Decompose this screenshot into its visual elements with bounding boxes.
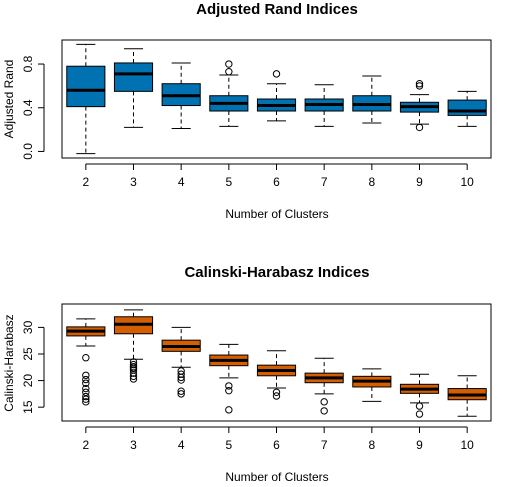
outlier-point [320,407,328,415]
box-8 [352,368,392,402]
chart-title-adjusted-rand: Adjusted Rand Indices [196,1,358,18]
x-tick-label: 4 [178,175,185,189]
x-tick-label: 8 [368,175,375,189]
outlier-point [415,410,424,418]
y-tick-label: 15 [21,400,35,414]
chart-title-calinski-harabasz: Calinski-Harabasz Indices [184,264,369,281]
boxes-calinski-harabasz [66,309,487,418]
box-4 [161,326,201,398]
outlier-point [177,373,185,382]
y-tick-label: 0.8 [21,55,35,72]
outlier-point [177,390,185,398]
y-axis-calinski-harabasz: 15 20 25 30 [21,320,45,414]
x-axis-label-adjusted-rand: Number of Clusters [225,207,328,221]
box-7 [304,357,344,415]
x-tick-label: 7 [321,175,328,189]
outlier-point [415,80,424,88]
panel-calinski-harabasz: Calinski-Harabasz Indices 15 20 25 30 2 3 4 5 6… [2,264,492,484]
y-axis-label-adjusted-rand: Adjusted Rand [2,60,16,139]
outlier-point [225,60,233,68]
outlier-point [82,354,90,362]
x-tick-label: 5 [225,438,232,452]
x-tick-label: 3 [130,175,137,189]
x-tick-label: 9 [416,175,423,189]
outlier-point [129,369,138,377]
x-tick-label: 8 [368,438,375,452]
box-3 [113,48,154,128]
y-axis-adjusted-rand: 0.0 0.4 0.8 [21,55,45,160]
box-6 [256,70,297,122]
outlier-point [225,382,233,390]
y-tick-label: 30 [21,320,35,334]
x-tick-label: 6 [273,175,280,189]
outlier-point [82,371,90,379]
outlier-point [177,387,185,395]
outlier-point [415,82,424,90]
y-tick-label: 0.4 [21,99,35,116]
x-axis-calinski-harabasz: 2 3 4 5 6 7 8 9 10 [82,426,474,452]
outlier-point [177,370,185,378]
y-tick-label: 20 [21,374,35,388]
x-tick-label: 5 [225,175,232,189]
x-tick-label: 7 [321,438,328,452]
outlier-point [82,379,90,387]
box-2 [66,318,106,406]
x-tick-label: 2 [82,438,89,452]
outlier-point [82,392,90,401]
outlier-point [272,392,281,400]
panel-adjusted-rand: Adjusted Rand Indices 0.0 0.4 0.8 2 3 4 5 6 7 8 9… [2,1,492,221]
outlier-point [415,402,424,410]
x-tick-label: 6 [273,438,280,452]
outlier-point [272,70,281,78]
outlier-point [82,398,90,406]
box-body [66,65,106,108]
outlier-point [82,388,90,396]
y-tick-label: 25 [21,347,35,361]
outlier-point [225,386,233,395]
outlier-point [225,406,233,414]
x-axis-label-calinski-harabasz: Number of Clusters [225,470,328,484]
y-axis-label-calinski-harabasz: Calinski-Harabasz [2,314,16,411]
outlier-point [82,384,90,393]
outlier-point [320,398,328,406]
outlier-point [129,372,138,381]
box-8 [352,75,392,124]
outlier-point [225,67,233,76]
box-10 [447,90,487,127]
y-tick-label: 0.0 [21,143,35,160]
box-3 [113,309,154,383]
x-tick-label: 10 [460,438,474,452]
outlier-point [82,395,90,403]
x-tick-label: 3 [130,438,137,452]
box-6 [256,350,297,400]
x-tick-label: 4 [178,438,185,452]
box-10 [447,375,487,417]
box-7 [304,84,344,127]
outlier-point [82,375,90,384]
plot-frame-calinski-harabasz [61,303,492,422]
plot-frame-adjusted-rand [61,39,492,159]
x-tick-label: 10 [460,175,474,189]
box-body [113,62,154,92]
box-4 [161,62,201,129]
outlier-point [129,375,138,383]
x-tick-label: 2 [82,175,89,189]
x-axis-adjusted-rand: 2 3 4 5 6 7 8 9 10 [82,163,474,189]
box-5 [209,60,249,127]
box-5 [209,343,249,414]
boxes-adjusted-rand [66,43,487,155]
outlier-point [415,123,424,132]
outlier-point [272,388,281,396]
outlier-point [177,376,185,384]
box-9 [399,80,440,132]
box-body [447,99,487,116]
box-9 [399,373,440,418]
box-2 [66,43,106,155]
x-tick-label: 9 [416,438,423,452]
outlier-point [129,360,138,369]
